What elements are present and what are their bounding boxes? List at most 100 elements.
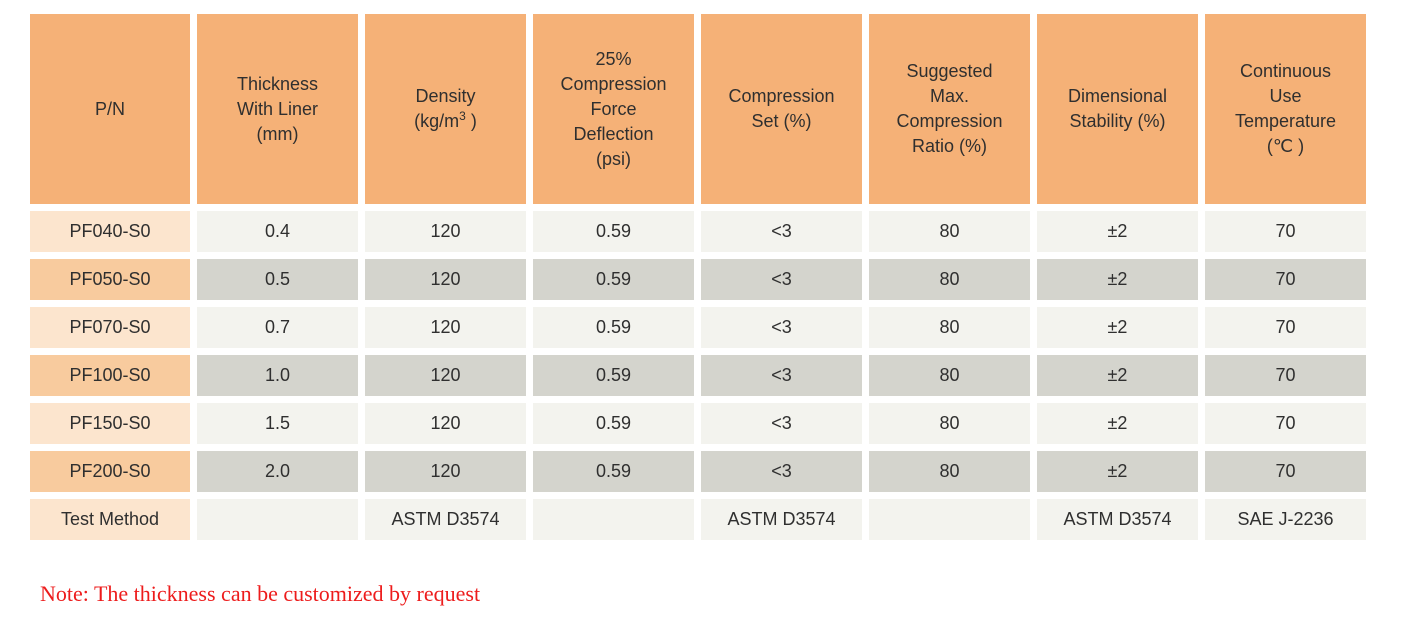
value-cell: 80 [869,355,1030,396]
value-cell: 70 [1205,307,1366,348]
column-header-continuous-use-temperature: Continuous Use Temperature (℃ ) [1205,14,1366,204]
value-cell: 0.59 [533,355,694,396]
value-cell: ASTM D3574 [701,499,862,540]
header-line: Max. [929,86,969,106]
value-cell: 120 [365,355,526,396]
header-line: 25% [595,48,632,69]
value-cell: 0.4 [197,211,358,252]
value-cell: <3 [701,211,862,252]
part-number-cell: PF070-S0 [30,307,190,348]
value-cell: 0.59 [533,451,694,492]
value-cell: <3 [701,451,862,492]
header-line: Compression [896,111,1003,131]
value-cell: <3 [701,355,862,396]
table-row: PF070-S0 0.7 120 0.59 <3 80 ±2 70 [30,307,1366,348]
value-cell: ±2 [1037,451,1198,492]
header-line: Force [590,98,637,119]
value-cell: 80 [869,211,1030,252]
header-line: Compression [560,73,667,94]
table-row: PF200-S0 2.0 120 0.59 <3 80 ±2 70 [30,451,1366,492]
part-number-cell: Test Method [30,499,190,540]
part-number-cell: PF050-S0 [30,259,190,300]
value-cell: 70 [1205,355,1366,396]
value-cell: 120 [365,451,526,492]
value-cell: ±2 [1037,307,1198,348]
value-cell: 80 [869,403,1030,444]
spec-table: P/N Thickness With Liner (mm) Density (k… [23,7,1373,547]
value-cell: 0.59 [533,307,694,348]
value-cell: 80 [869,451,1030,492]
spec-table-body: PF040-S0 0.4 120 0.59 <3 80 ±2 70 PF050-S0 0.5 120… [30,211,1366,540]
note-text: Note: The thickness can be customized by… [40,581,481,606]
value-cell [533,499,694,540]
value-cell: ±2 [1037,259,1198,300]
header-line: (℃ ) [1266,136,1305,156]
column-header-dimensional-stability: Dimensional Stability (%) [1037,14,1198,204]
value-cell: 70 [1205,211,1366,252]
value-cell: ASTM D3574 [1037,499,1198,540]
value-cell: ASTM D3574 [365,499,526,540]
value-cell: SAE J-2236 [1205,499,1366,540]
header-line: Thickness [236,73,319,94]
header-line: Continuous [1239,61,1332,81]
table-row: PF050-S0 0.5 120 0.59 <3 80 ±2 70 [30,259,1366,300]
column-header-density: Density (kg/m3 ) [365,14,526,204]
header-line: Compression [728,86,835,106]
column-header-compression-set: Compression Set (%) [701,14,862,204]
value-cell: 70 [1205,259,1366,300]
value-cell: 1.5 [197,403,358,444]
header-line: (kg/m3 ) [414,109,477,131]
header-row: P/N Thickness With Liner (mm) Density (k… [30,14,1366,204]
header-line: Dimensional [1067,86,1168,106]
value-cell: ±2 [1037,211,1198,252]
header-line: Density [415,86,476,106]
superscript: 3 [459,109,466,123]
header-line: (psi) [596,148,631,169]
value-cell: 0.59 [533,211,694,252]
table-row: PF040-S0 0.4 120 0.59 <3 80 ±2 70 [30,211,1366,252]
header-line: P/N [94,98,125,119]
value-cell: 120 [365,211,526,252]
value-cell: 0.5 [197,259,358,300]
header-line: Use [1269,86,1302,106]
table-row: PF150-S0 1.5 120 0.59 <3 80 ±2 70 [30,403,1366,444]
part-number-cell: PF100-S0 [30,355,190,396]
value-cell: 70 [1205,451,1366,492]
value-cell [869,499,1030,540]
value-cell: 2.0 [197,451,358,492]
header-line: Deflection [573,123,654,144]
header-line: With Liner [236,98,319,119]
column-header-compression-force-deflection: 25% Compression Force Deflection (psi) [533,14,694,204]
header-line: Stability (%) [1069,111,1166,131]
value-cell: ±2 [1037,403,1198,444]
column-header-thickness: Thickness With Liner (mm) [197,14,358,204]
value-cell [197,499,358,540]
value-cell: ±2 [1037,355,1198,396]
column-header-max-compression-ratio: Suggested Max. Compression Ratio (%) [869,14,1030,204]
value-cell: <3 [701,307,862,348]
column-header-pn: P/N [30,14,190,204]
header-line: (mm) [256,123,299,144]
part-number-cell: PF150-S0 [30,403,190,444]
value-cell: 70 [1205,403,1366,444]
header-line: Suggested [906,61,993,81]
value-cell: 80 [869,259,1030,300]
table-row: PF100-S0 1.0 120 0.59 <3 80 ±2 70 [30,355,1366,396]
value-cell: 120 [365,307,526,348]
value-cell: <3 [701,403,862,444]
header-line: Set (%) [751,111,812,131]
value-cell: 0.59 [533,259,694,300]
table-row: Test Method ASTM D3574 ASTM D3574 ASTM D357… [30,499,1366,540]
part-number-cell: PF040-S0 [30,211,190,252]
value-cell: 80 [869,307,1030,348]
value-cell: 120 [365,259,526,300]
part-number-cell: PF200-S0 [30,451,190,492]
value-cell: 0.7 [197,307,358,348]
header-line: Ratio (%) [911,136,987,156]
value-cell: 120 [365,403,526,444]
header-line: Temperature [1234,111,1337,131]
value-cell: 1.0 [197,355,358,396]
spec-table-header: P/N Thickness With Liner (mm) Density (k… [30,14,1366,204]
value-cell: 0.59 [533,403,694,444]
